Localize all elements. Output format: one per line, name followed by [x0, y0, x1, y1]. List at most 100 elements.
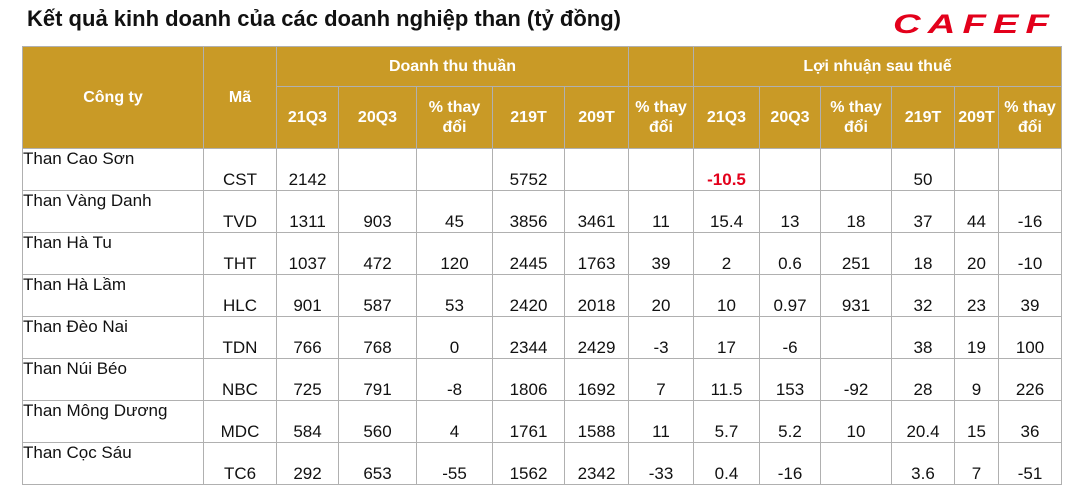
table-cell: 1692 — [564, 358, 629, 401]
table-cell — [998, 148, 1062, 191]
table-cell — [820, 442, 892, 485]
table-cell: 4 — [416, 400, 493, 443]
table-cell — [416, 148, 493, 191]
table-cell: 13 — [759, 190, 821, 233]
table-cell: 153 — [759, 358, 821, 401]
table-cell — [564, 148, 629, 191]
table-cell: 653 — [338, 442, 417, 485]
table-cell: 3.6 — [891, 442, 955, 485]
table-cell: -10 — [998, 232, 1062, 275]
table-row: Than Cao Sơn CST 2142 5752 -10.5 50 — [22, 148, 1062, 191]
table-cell: 5.2 — [759, 400, 821, 443]
table-cell: -6 — [759, 316, 821, 359]
table-row: Than Cọc Sáu TC6 292 653 -55 1562 2342 -33 0.4 -1… — [22, 442, 1062, 485]
table-cell: 725 — [276, 358, 339, 401]
table-cell: 472 — [338, 232, 417, 275]
company-code: CST — [203, 148, 277, 191]
svg-text:CAFEF: CAFEF — [893, 10, 1056, 36]
table-cell: 20 — [954, 232, 999, 275]
table-cell: 20 — [628, 274, 694, 317]
company-name: Than Đèo Nai — [22, 316, 204, 359]
header-profit-col: % thay đổi — [998, 86, 1062, 149]
table-cell: 1588 — [564, 400, 629, 443]
table-cell: 1311 — [276, 190, 339, 233]
header-profit-col: 209T — [954, 86, 999, 149]
table-cell: 5.7 — [693, 400, 760, 443]
company-code: NBC — [203, 358, 277, 401]
table-cell: 15.4 — [693, 190, 760, 233]
company-name: Than Cọc Sáu — [22, 442, 204, 485]
table-cell: 931 — [820, 274, 892, 317]
table-cell: 50 — [891, 148, 955, 191]
table-cell: 53 — [416, 274, 493, 317]
table-cell: 28 — [891, 358, 955, 401]
table-cell: 38 — [891, 316, 955, 359]
table-cell: 0 — [416, 316, 493, 359]
table-cell: 39 — [998, 274, 1062, 317]
table-cell: 768 — [338, 316, 417, 359]
table-row: Than Núi Béo NBC 725 791 -8 1806 1692 7 11.5 153-… — [22, 358, 1062, 401]
header-profit-col: 20Q3 — [759, 86, 821, 149]
table-cell: 2142 — [276, 148, 339, 191]
header-revenue-col: % thay đổi — [416, 86, 493, 149]
table-cell: 903 — [338, 190, 417, 233]
table-cell: -16 — [998, 190, 1062, 233]
table-cell: 5752 — [492, 148, 565, 191]
table-cell: 584 — [276, 400, 339, 443]
company-code: TC6 — [203, 442, 277, 485]
table-cell: 17 — [693, 316, 760, 359]
table-cell: 587 — [338, 274, 417, 317]
table-cell: 15 — [954, 400, 999, 443]
header-company: Công ty — [22, 46, 204, 149]
company-name: Than Hà Lầm — [22, 274, 204, 317]
header-revenue-col: 209T — [564, 86, 629, 149]
table-cell: 2342 — [564, 442, 629, 485]
table-cell — [820, 148, 892, 191]
header-profit-col: % thay đổi — [820, 86, 892, 149]
table-cell: -10.5 — [693, 148, 760, 191]
company-name: Than Cao Sơn — [22, 148, 204, 191]
table-cell: -55 — [416, 442, 493, 485]
table-cell: 1037 — [276, 232, 339, 275]
table-cell: 0.4 — [693, 442, 760, 485]
table-row: Than Mông Dương MDC 584 560 4 1761 1588 11 5.7 5.… — [22, 400, 1062, 443]
table-cell: 9 — [954, 358, 999, 401]
table-cell: 11 — [628, 400, 694, 443]
table-cell: 560 — [338, 400, 417, 443]
header-revenue-col: % thay đổi — [628, 86, 694, 149]
table-cell: 11 — [628, 190, 694, 233]
table-cell: 23 — [954, 274, 999, 317]
header-profit-col: 219T — [891, 86, 955, 149]
table-cell: 0.97 — [759, 274, 821, 317]
table-cell: 120 — [416, 232, 493, 275]
table-row: Than Đèo Nai TDN 766 768 0 2344 2429 -3 17 -6 38 19… — [22, 316, 1062, 359]
company-name: Than Mông Dương — [22, 400, 204, 443]
table-cell: 3856 — [492, 190, 565, 233]
table-cell: 3461 — [564, 190, 629, 233]
header-revenue-col: 21Q3 — [276, 86, 339, 149]
table-cell: 10 — [693, 274, 760, 317]
table-cell: 791 — [338, 358, 417, 401]
table-cell: -92 — [820, 358, 892, 401]
company-name: Than Núi Béo — [22, 358, 204, 401]
company-code: THT — [203, 232, 277, 275]
table-row: Than Hà Lầm HLC 901 587 53 2420 2018 20 10 0.97 93… — [22, 274, 1062, 317]
table-cell: 2429 — [564, 316, 629, 359]
table-cell: 251 — [820, 232, 892, 275]
company-name: Than Hà Tu — [22, 232, 204, 275]
table-cell: 226 — [998, 358, 1062, 401]
table-cell: 766 — [276, 316, 339, 359]
table-cell: 10 — [820, 400, 892, 443]
company-code: TDN — [203, 316, 277, 359]
table-cell — [954, 148, 999, 191]
table-cell: 1763 — [564, 232, 629, 275]
header-code: Mã — [203, 46, 277, 149]
company-code: MDC — [203, 400, 277, 443]
table-cell: 2344 — [492, 316, 565, 359]
table-cell: 20.4 — [891, 400, 955, 443]
table-cell: 2420 — [492, 274, 565, 317]
table-cell: 45 — [416, 190, 493, 233]
table-cell — [628, 148, 694, 191]
table-row: Than Vàng Danh TVD 1311 903 45 3856 3461 11 15.4… — [22, 190, 1062, 233]
header-profit-group: Lợi nhuận sau thuế — [693, 46, 1062, 87]
